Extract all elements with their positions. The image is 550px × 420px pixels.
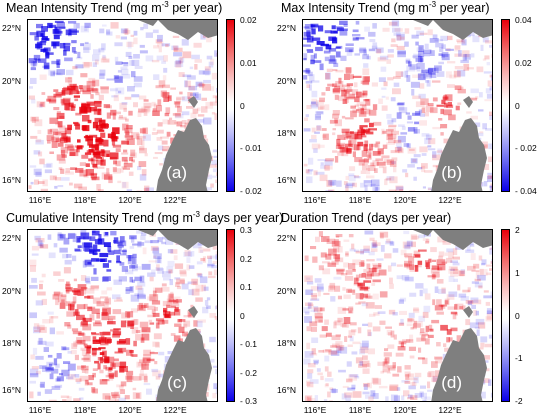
lon-label: 120°E [118, 405, 141, 415]
lon-label: 122°E [163, 195, 186, 205]
lat-label: 18°N [2, 338, 21, 348]
colorbar-tick-label: 0.1 [240, 282, 252, 292]
colorbar-tick-label: - 0.02 [240, 186, 262, 196]
panel-title: Cumulative Intensity Trend (mg m-3 days … [6, 210, 283, 225]
lon-label: 122°E [438, 195, 461, 205]
panel-label: (c) [167, 373, 187, 393]
map-panel-c: Cumulative Intensity Trend (mg m-3 days … [0, 210, 275, 420]
lon-label: 122°E [438, 405, 461, 415]
colorbar-tick-label: 0 [240, 311, 245, 321]
colorbar-tick-label: -2 [515, 396, 523, 406]
map-panel-a: Mean Intensity Trend (mg m-3 per year) (… [0, 0, 275, 210]
colorbar-tick-label: 0 [240, 101, 245, 111]
lon-label: 122°E [163, 405, 186, 415]
panel-label: (d) [441, 373, 462, 393]
colorbar-tick-label: - 0.01 [240, 143, 262, 153]
lat-label: 18°N [277, 128, 296, 138]
colorbar-tick-label: 0.02 [515, 58, 532, 68]
panel-title: Max Intensity Trend (mg m-3 per year) [281, 0, 490, 15]
panel-label: (b) [441, 163, 462, 183]
lat-label: 20°N [277, 286, 296, 296]
lat-label: 20°N [2, 286, 21, 296]
lat-label: 22°N [277, 23, 296, 33]
map-area: (b) [302, 19, 493, 192]
lon-label: 116°E [304, 405, 327, 415]
map-svg [28, 230, 218, 402]
map-area: (c) [27, 229, 218, 402]
lat-label: 20°N [2, 76, 21, 86]
colorbar-tick-label: 0 [515, 311, 520, 321]
colorbar-tick-label: - 0.04 [515, 186, 537, 196]
lon-label: 120°E [118, 195, 141, 205]
map-svg [28, 20, 218, 192]
lon-label: 120°E [393, 405, 416, 415]
colorbar-tick-label: 0.2 [240, 254, 252, 264]
panel-title: Mean Intensity Trend (mg m-3 per year) [6, 0, 222, 15]
map-area: (a) [27, 19, 218, 192]
lat-label: 18°N [2, 128, 21, 138]
map-svg [303, 230, 493, 402]
lat-label: 22°N [2, 233, 21, 243]
colorbar-tick-label: 0 [515, 101, 520, 111]
lat-label: 18°N [277, 338, 296, 348]
lon-label: 118°E [74, 405, 97, 415]
lat-label: 16°N [2, 175, 21, 185]
map-panel-d: Duration Trend (days per year) (d) 22°N 2… [275, 210, 550, 420]
colorbar [501, 229, 510, 402]
lat-label: 16°N [277, 175, 296, 185]
colorbar-tick-label: 0.02 [240, 15, 257, 25]
colorbar-tick-label: 0.01 [240, 58, 257, 68]
colorbar-tick-label: 1 [515, 268, 520, 278]
panel-title: Duration Trend (days per year) [281, 210, 451, 225]
map-svg [303, 20, 493, 192]
map-area: (d) [302, 229, 493, 402]
lon-label: 118°E [349, 195, 372, 205]
lon-label: 118°E [349, 405, 372, 415]
lat-label: 20°N [277, 76, 296, 86]
lat-label: 22°N [277, 233, 296, 243]
colorbar-tick-label: - 0.3 [240, 396, 257, 406]
colorbar [501, 19, 510, 192]
lat-label: 16°N [277, 385, 296, 395]
colorbar-tick-label: 2 [515, 225, 520, 235]
lon-label: 116°E [304, 195, 327, 205]
lon-label: 116°E [29, 195, 52, 205]
colorbar-tick-label: 0.04 [515, 15, 532, 25]
lat-label: 16°N [2, 385, 21, 395]
lon-label: 118°E [74, 195, 97, 205]
colorbar-tick-label: 0.3 [240, 225, 252, 235]
lon-label: 116°E [29, 405, 52, 415]
panel-label: (a) [166, 163, 187, 183]
map-panel-b: Max Intensity Trend (mg m-3 per year) (b… [275, 0, 550, 210]
colorbar [226, 19, 235, 192]
lon-label: 120°E [393, 195, 416, 205]
colorbar-tick-label: -1 [515, 353, 523, 363]
colorbar-tick-label: - 0.1 [240, 339, 257, 349]
lat-label: 22°N [2, 23, 21, 33]
colorbar-tick-label: - 0.02 [515, 143, 537, 153]
colorbar-tick-label: - 0.2 [240, 368, 257, 378]
colorbar [226, 229, 235, 402]
